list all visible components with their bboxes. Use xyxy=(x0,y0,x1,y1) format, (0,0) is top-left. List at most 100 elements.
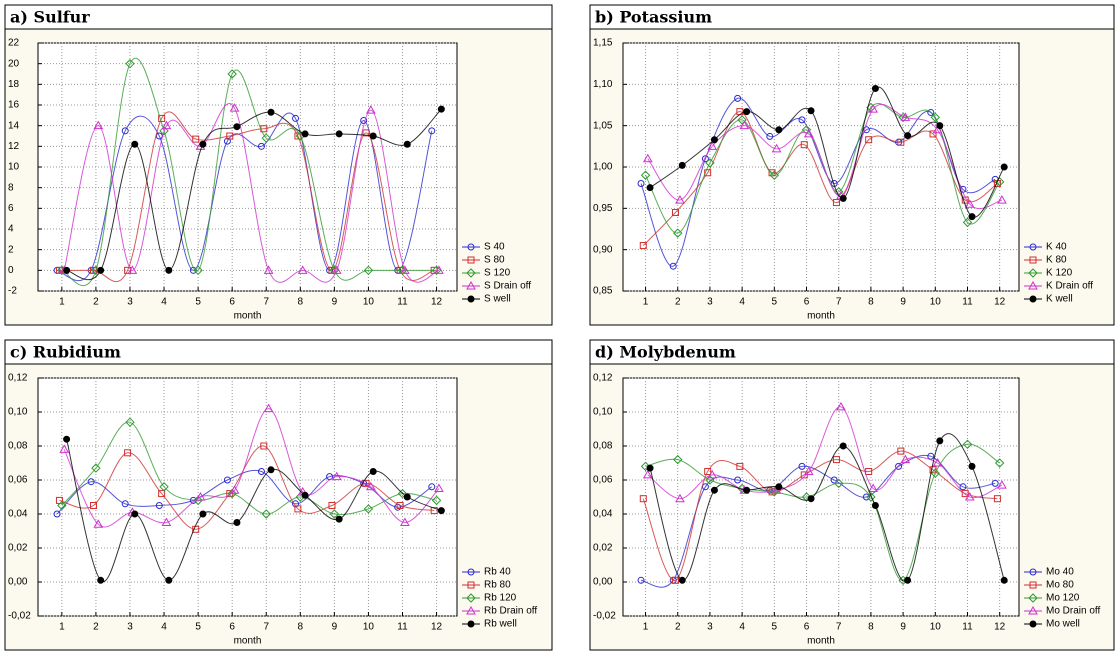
x-tick-label: 6 xyxy=(804,622,810,633)
marker xyxy=(229,485,240,494)
marker xyxy=(267,466,275,474)
legend-entry: K 80 xyxy=(1024,255,1067,266)
legend-marker xyxy=(1028,280,1038,290)
marker xyxy=(707,469,718,479)
y-tick-label: 0,00 xyxy=(593,577,613,588)
legend-marker xyxy=(1029,581,1037,589)
y-tick-label: 16 xyxy=(8,100,20,111)
y-tick-label: 0,06 xyxy=(593,475,613,486)
marker xyxy=(964,491,975,501)
y-tick-label: 0,08 xyxy=(8,441,28,452)
marker xyxy=(87,478,95,486)
legend-label: Mo 120 xyxy=(1046,593,1080,604)
y-tick-label: 1,05 xyxy=(593,120,613,131)
marker xyxy=(830,476,838,484)
panel-title: a) Sulfur xyxy=(10,8,90,27)
legend-marker xyxy=(1028,605,1038,615)
x-tick-label: 5 xyxy=(772,622,778,633)
marker xyxy=(932,124,943,134)
marker xyxy=(331,471,342,481)
marker xyxy=(642,469,653,479)
x-tick-label: 6 xyxy=(229,622,235,633)
marker xyxy=(227,488,237,499)
x-tick-label: 5 xyxy=(195,622,201,633)
y-tick-label: 1,10 xyxy=(593,79,613,90)
legend-entry: Mo 40 xyxy=(1024,567,1074,578)
legend-entry: Rb Drain off xyxy=(462,606,537,617)
marker xyxy=(930,112,940,123)
marker xyxy=(710,136,718,144)
marker xyxy=(639,242,647,250)
marker xyxy=(961,490,969,498)
x-tick-label: 9 xyxy=(900,622,906,633)
marker xyxy=(229,103,240,112)
legend-entry: Rb 40 xyxy=(462,567,511,578)
x-tick-label: 11 xyxy=(397,622,408,633)
legend-label: S 40 xyxy=(484,242,505,253)
marker xyxy=(743,486,751,494)
marker xyxy=(335,130,343,138)
x-tick-label: 2 xyxy=(93,622,99,633)
marker xyxy=(301,491,309,499)
x-tick-label: 4 xyxy=(161,622,167,633)
marker xyxy=(331,265,342,274)
x-tick-label: 9 xyxy=(900,297,906,308)
marker xyxy=(437,105,445,113)
marker xyxy=(434,265,444,274)
plot-area xyxy=(622,377,1020,617)
marker xyxy=(257,142,265,150)
marker xyxy=(705,475,715,485)
marker xyxy=(646,464,654,472)
marker xyxy=(898,112,908,123)
y-tick-label: 0,02 xyxy=(593,543,613,554)
x-tick-label: 7 xyxy=(836,297,842,308)
legend-entry: K Drain off xyxy=(1024,281,1093,292)
x-tick-label: 3 xyxy=(127,622,133,633)
marker xyxy=(437,507,445,515)
y-tick-label: 0,12 xyxy=(593,373,613,384)
panel: b) Potassium 0,85 0,90 0,95 1,00 1,05 1,10 1,15… xyxy=(589,4,1115,326)
marker xyxy=(673,228,683,238)
x-tick-label: 4 xyxy=(161,297,167,308)
marker xyxy=(807,107,815,115)
marker xyxy=(993,495,1001,503)
y-tick-label: 0,08 xyxy=(593,441,613,452)
marker xyxy=(192,135,200,143)
marker xyxy=(1000,163,1008,171)
marker xyxy=(260,442,268,450)
legend-marker xyxy=(466,268,476,278)
legend-marker xyxy=(1029,256,1037,264)
marker xyxy=(832,456,840,464)
marker xyxy=(900,112,911,121)
title-bar xyxy=(589,4,1115,30)
marker xyxy=(397,265,408,276)
marker xyxy=(297,265,308,274)
y-tick-label: 0,12 xyxy=(8,373,28,384)
marker xyxy=(93,120,104,130)
y-tick-label: 4 xyxy=(8,224,14,235)
marker xyxy=(798,462,806,470)
x-tick-label: 12 xyxy=(431,622,443,633)
marker xyxy=(671,576,679,584)
marker xyxy=(124,449,132,457)
marker xyxy=(839,194,847,202)
marker xyxy=(671,208,679,216)
marker xyxy=(997,195,1007,204)
x-tick-label: 5 xyxy=(195,297,201,308)
marker xyxy=(775,126,783,134)
legend-entry: Mo Drain off xyxy=(1024,606,1101,617)
marker xyxy=(807,495,815,503)
marker xyxy=(897,138,905,146)
x-tick-label: 9 xyxy=(332,297,338,308)
marker xyxy=(862,493,870,501)
x-tick-label: 8 xyxy=(298,297,304,308)
legend-marker xyxy=(1028,268,1038,278)
legend-entry: S 40 xyxy=(462,242,505,253)
marker xyxy=(199,510,207,518)
y-tick-label: 1,15 xyxy=(593,38,613,49)
marker xyxy=(832,199,840,207)
marker xyxy=(428,127,436,135)
marker xyxy=(675,195,685,204)
legend-marker xyxy=(1028,593,1038,603)
marker xyxy=(195,491,206,501)
